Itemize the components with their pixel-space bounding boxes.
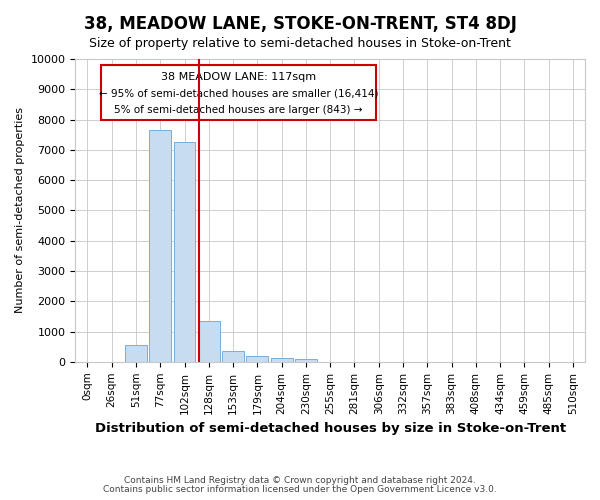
Text: 38, MEADOW LANE, STOKE-ON-TRENT, ST4 8DJ: 38, MEADOW LANE, STOKE-ON-TRENT, ST4 8DJ (83, 15, 517, 33)
FancyBboxPatch shape (101, 65, 376, 120)
Bar (271, 358, 293, 362)
Text: Contains HM Land Registry data © Crown copyright and database right 2024.: Contains HM Land Registry data © Crown c… (124, 476, 476, 485)
Bar (247, 356, 268, 362)
Text: Size of property relative to semi-detached houses in Stoke-on-Trent: Size of property relative to semi-detach… (89, 38, 511, 51)
Bar (149, 130, 171, 362)
Bar (173, 142, 196, 362)
Y-axis label: Number of semi-detached properties: Number of semi-detached properties (15, 108, 25, 314)
Text: Contains public sector information licensed under the Open Government Licence v3: Contains public sector information licen… (103, 485, 497, 494)
Bar (125, 345, 147, 362)
Text: 38 MEADOW LANE: 117sqm: 38 MEADOW LANE: 117sqm (161, 72, 316, 82)
Text: 5% of semi-detached houses are larger (843) →: 5% of semi-detached houses are larger (8… (114, 105, 362, 115)
X-axis label: Distribution of semi-detached houses by size in Stoke-on-Trent: Distribution of semi-detached houses by … (95, 422, 566, 435)
Bar (222, 351, 244, 362)
Bar (295, 360, 317, 362)
Bar (198, 321, 220, 362)
Text: ← 95% of semi-detached houses are smaller (16,414): ← 95% of semi-detached houses are smalle… (98, 88, 378, 99)
